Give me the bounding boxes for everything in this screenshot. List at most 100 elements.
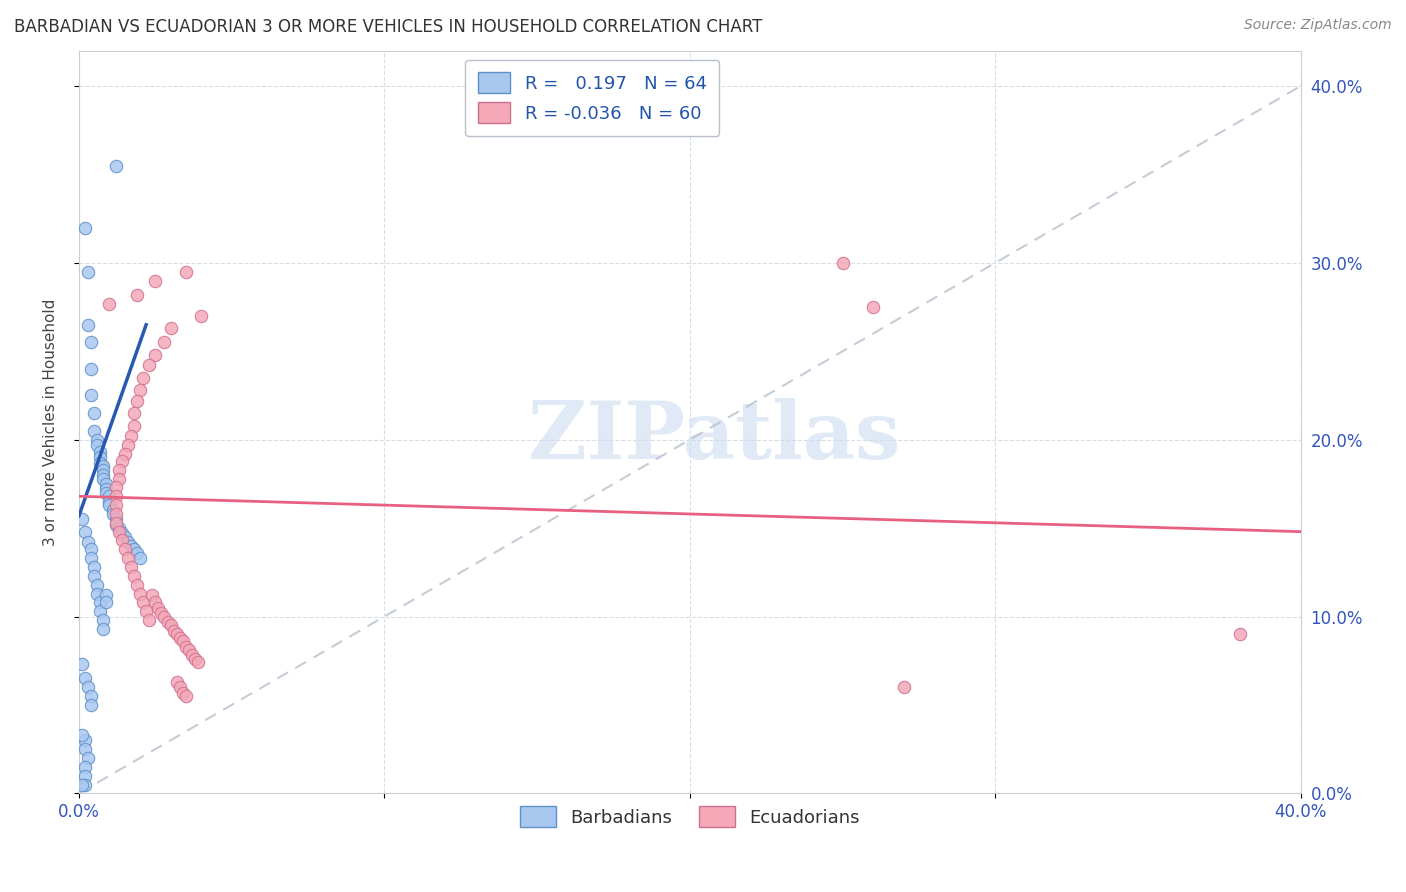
Point (174, 640, 197, 654)
Point (73, 769, 96, 783)
Point (104, 516, 127, 530)
Point (98, 489, 121, 503)
Point (89, 450, 111, 465)
Point (831, 256, 853, 270)
Point (77, 680, 100, 694)
Point (107, 521, 129, 535)
Point (107, 472, 129, 486)
Point (166, 627, 188, 641)
Point (98, 296, 121, 310)
Point (107, 463, 129, 477)
Point (96, 595, 118, 609)
Point (125, 577, 148, 591)
Point (166, 675, 188, 690)
Point (98, 494, 121, 508)
Point (101, 503, 124, 517)
Point (93, 472, 115, 486)
Point (120, 560, 142, 574)
Point (89, 445, 111, 459)
Point (141, 588, 163, 602)
Point (101, 507, 124, 521)
Point (96, 476, 118, 491)
Point (70, 657, 93, 672)
Point (83, 569, 105, 583)
Point (80, 335, 103, 350)
Point (77, 318, 100, 332)
Point (135, 604, 157, 618)
Point (153, 609, 176, 624)
Point (187, 656, 209, 670)
Point (143, 348, 166, 362)
Point (104, 507, 127, 521)
Point (172, 634, 194, 648)
Point (77, 535, 100, 549)
Point (86, 438, 108, 452)
Point (104, 498, 127, 512)
Point (114, 447, 136, 461)
Point (114, 542, 136, 557)
Point (89, 456, 111, 470)
Point (89, 604, 111, 618)
Point (111, 454, 134, 468)
Point (104, 512, 127, 526)
Point (117, 438, 139, 452)
Point (86, 433, 108, 447)
Point (93, 459, 115, 474)
Point (138, 359, 160, 373)
Point (129, 551, 152, 566)
Point (148, 600, 170, 615)
Point (120, 429, 142, 443)
Point (153, 335, 176, 350)
Point (150, 606, 173, 620)
Point (174, 689, 197, 703)
Text: Source: ZipAtlas.com: Source: ZipAtlas.com (1244, 18, 1392, 32)
Point (93, 463, 115, 477)
Point (122, 569, 145, 583)
Point (190, 309, 212, 323)
Point (104, 517, 127, 532)
Point (143, 595, 166, 609)
Point (1229, 627, 1251, 641)
Point (125, 287, 148, 301)
Point (96, 485, 118, 500)
Text: BARBADIAN VS ECUADORIAN 3 OR MORE VEHICLES IN HOUSEHOLD CORRELATION CHART: BARBADIAN VS ECUADORIAN 3 OR MORE VEHICL… (14, 18, 762, 36)
Point (138, 613, 160, 627)
Point (104, 480, 127, 494)
Point (80, 551, 103, 566)
Point (73, 733, 96, 747)
Point (107, 524, 129, 539)
Point (132, 371, 155, 385)
Point (177, 643, 200, 657)
Point (93, 613, 115, 627)
Point (117, 551, 139, 566)
Point (117, 535, 139, 549)
Point (73, 760, 96, 774)
Point (111, 526, 134, 541)
Point (83, 560, 105, 574)
Point (93, 468, 115, 483)
Point (73, 220, 96, 235)
Point (73, 524, 96, 539)
Point (73, 777, 96, 791)
Point (80, 689, 103, 703)
Point (98, 498, 121, 512)
Point (111, 533, 134, 548)
Point (143, 274, 166, 288)
Point (77, 265, 100, 279)
Point (122, 542, 145, 557)
Point (86, 586, 108, 600)
Point (70, 728, 93, 742)
Point (122, 418, 145, 433)
Point (159, 618, 181, 632)
Point (83, 424, 105, 438)
Point (132, 595, 155, 609)
Point (122, 406, 145, 420)
Point (114, 530, 136, 544)
Point (120, 539, 142, 553)
Point (104, 159, 127, 173)
Point (70, 512, 93, 526)
Point (70, 777, 93, 791)
Point (172, 685, 194, 699)
Point (96, 482, 118, 496)
Point (83, 406, 105, 420)
